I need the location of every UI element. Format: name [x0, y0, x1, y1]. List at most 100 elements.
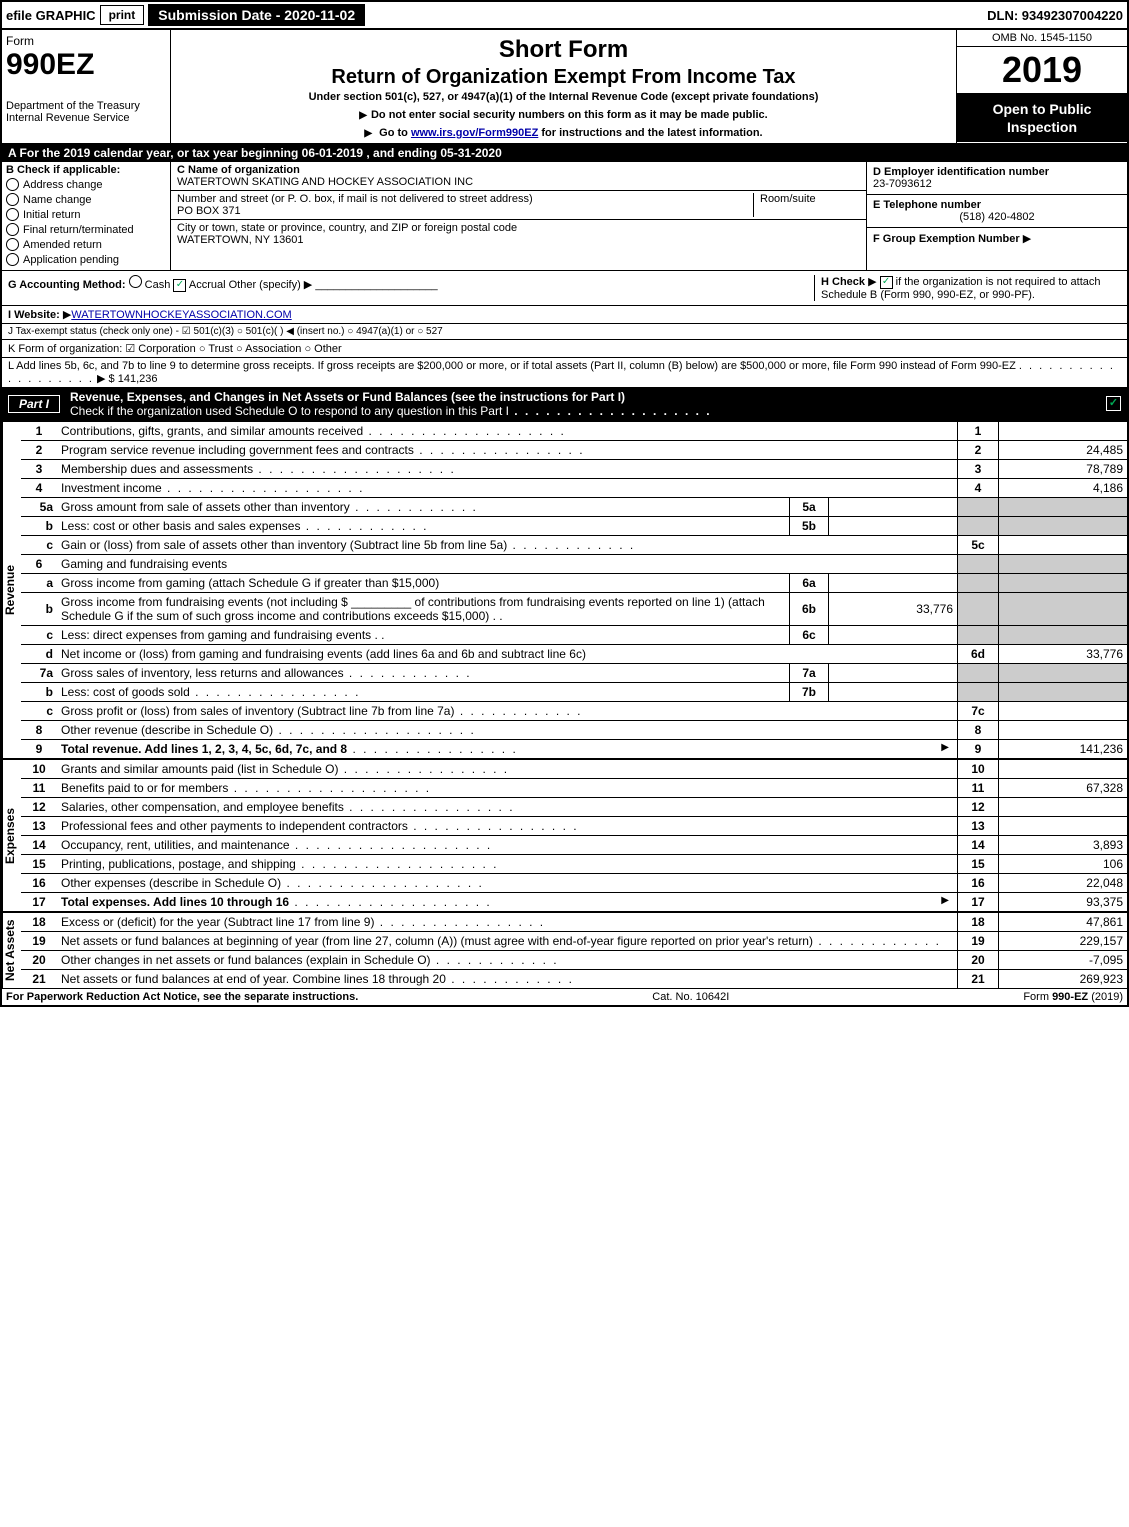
line-desc: Occupancy, rent, utilities, and maintena… — [61, 838, 290, 852]
line-12: 12Salaries, other compensation, and empl… — [21, 797, 1127, 816]
line-6d: dNet income or (loss) from gaming and fu… — [21, 644, 1127, 663]
revenue-section: Revenue 1 Contributions, gifts, grants, a… — [2, 420, 1127, 758]
line-9: 9Total revenue. Add lines 1, 2, 3, 4, 5c… — [21, 739, 1127, 758]
open-to-public: Open to Public Inspection — [957, 94, 1127, 142]
efile-label: efile GRAPHIC — [6, 8, 96, 23]
footer: For Paperwork Reduction Act Notice, see … — [2, 988, 1127, 1005]
line-desc: Net income or (loss) from gaming and fun… — [61, 647, 586, 661]
l-text: L Add lines 5b, 6c, and 7b to line 9 to … — [8, 360, 1016, 372]
checkbox-label: Application pending — [23, 254, 119, 266]
checkbox-application-pending[interactable]: Application pending — [6, 253, 166, 266]
row-j: J Tax-exempt status (check only one) - ☑… — [2, 324, 1127, 340]
name-label: C Name of organization — [177, 164, 300, 176]
col-c: C Name of organization WATERTOWN SKATING… — [171, 162, 866, 270]
line-16: 16Other expenses (describe in Schedule O… — [21, 873, 1127, 892]
tax-year: 2019 — [957, 47, 1127, 94]
schedule-o-checkbox[interactable] — [1106, 396, 1121, 411]
irs-link[interactable]: www.irs.gov/Form990EZ — [411, 127, 538, 139]
checkbox-name-change[interactable]: Name change — [6, 193, 166, 206]
line-18: 18Excess or (deficit) for the year (Subt… — [21, 913, 1127, 932]
circle-icon — [6, 253, 19, 266]
line-2: 2Program service revenue including gover… — [21, 440, 1127, 459]
accrual-checkbox[interactable] — [173, 279, 186, 292]
part-i-header: Part I Revenue, Expenses, and Changes in… — [2, 388, 1127, 420]
i-label: I Website: — [8, 309, 60, 321]
circle-icon — [6, 208, 19, 221]
line-7c: cGross profit or (loss) from sales of in… — [21, 701, 1127, 720]
footer-left: For Paperwork Reduction Act Notice, see … — [6, 991, 358, 1003]
line-6a: aGross income from gaming (attach Schedu… — [21, 573, 1127, 592]
line-desc: Gross sales of inventory, less returns a… — [61, 666, 344, 680]
line-3: 3Membership dues and assessments378,789 — [21, 459, 1127, 478]
group-exemption-label: F Group Exemption Number — [873, 233, 1020, 245]
circle-icon — [6, 238, 19, 251]
g-label: G Accounting Method: — [8, 279, 126, 291]
checkbox-label: Amended return — [23, 239, 102, 251]
footer-mid: Cat. No. 10642I — [652, 991, 729, 1003]
checkbox-final-return[interactable]: Final return/terminated — [6, 223, 166, 236]
col-b: B Check if applicable: Address change Na… — [2, 162, 171, 270]
line-desc: Gain or (loss) from sale of assets other… — [61, 538, 507, 552]
entity-section: B Check if applicable: Address change Na… — [2, 162, 1127, 271]
note-no-ssn: Do not enter social security numbers on … — [179, 109, 948, 121]
checkbox-amended-return[interactable]: Amended return — [6, 238, 166, 251]
line-4: 4Investment income44,186 — [21, 478, 1127, 497]
line-15: 15Printing, publications, postage, and s… — [21, 854, 1127, 873]
header-right: OMB No. 1545-1150 2019 Open to Public In… — [956, 30, 1127, 143]
revenue-table: 1 Contributions, gifts, grants, and simil… — [21, 422, 1127, 758]
print-button[interactable]: print — [100, 5, 145, 25]
row-g-h: G Accounting Method: Cash Accrual Other … — [2, 271, 1127, 306]
room-suite: Room/suite — [753, 193, 860, 217]
line-desc: Other revenue (describe in Schedule O) — [61, 723, 273, 737]
circle-icon[interactable] — [129, 275, 142, 288]
irs-label: Internal Revenue Service — [6, 112, 166, 124]
line-desc: Membership dues and assessments — [61, 462, 253, 476]
line-desc: Excess or (deficit) for the year (Subtra… — [61, 915, 374, 929]
accrual-label: Accrual — [189, 279, 226, 291]
org-name-row: C Name of organization WATERTOWN SKATING… — [171, 162, 866, 191]
col-b-heading: B Check if applicable: — [6, 164, 166, 176]
line-desc: Printing, publications, postage, and shi… — [61, 857, 296, 871]
line-desc: Benefits paid to or for members — [61, 781, 228, 795]
form-wrapper: Form 990EZ Department of the Treasury In… — [0, 30, 1129, 1007]
note-goto: Go to www.irs.gov/Form990EZ for instruct… — [179, 127, 948, 139]
line-desc: Net assets or fund balances at end of ye… — [61, 972, 446, 986]
row-k: K Form of organization: ☑ Corporation ○ … — [2, 340, 1127, 358]
website-link[interactable]: WATERTOWNHOCKEYASSOCIATION.COM — [71, 309, 291, 321]
phone-label: E Telephone number — [873, 199, 981, 211]
checkbox-address-change[interactable]: Address change — [6, 178, 166, 191]
cash-label: Cash — [145, 279, 171, 291]
city-row: City or town, state or province, country… — [171, 220, 866, 248]
circle-icon — [6, 178, 19, 191]
row-g: G Accounting Method: Cash Accrual Other … — [8, 275, 820, 301]
line-num: 1 — [958, 422, 999, 441]
part-i-title: Revenue, Expenses, and Changes in Net As… — [70, 390, 625, 404]
line-desc: Investment income — [61, 481, 162, 495]
expenses-side-label: Expenses — [2, 760, 21, 911]
line-7b: bLess: cost of goods sold7b — [21, 682, 1127, 701]
expenses-section: Expenses 10Grants and similar amounts pa… — [2, 758, 1127, 911]
part-i-label: Part I — [8, 395, 60, 413]
l-amount: $ 141,236 — [109, 373, 158, 385]
line-desc: Professional fees and other payments to … — [61, 819, 408, 833]
circle-icon — [6, 193, 19, 206]
line-11: 11Benefits paid to or for members1167,32… — [21, 778, 1127, 797]
revenue-side-label: Revenue — [2, 422, 21, 758]
city-value: WATERTOWN, NY 13601 — [177, 234, 304, 246]
omb-number: OMB No. 1545-1150 — [957, 30, 1127, 47]
netassets-table: 18Excess or (deficit) for the year (Subt… — [21, 913, 1127, 988]
line-10: 10Grants and similar amounts paid (list … — [21, 760, 1127, 779]
circle-icon — [6, 223, 19, 236]
short-form-title: Short Form — [179, 36, 948, 64]
expenses-table: 10Grants and similar amounts paid (list … — [21, 760, 1127, 911]
checkbox-initial-return[interactable]: Initial return — [6, 208, 166, 221]
net-assets-section: Net Assets 18Excess or (deficit) for the… — [2, 911, 1127, 988]
line-desc: Contributions, gifts, grants, and simila… — [61, 424, 363, 438]
phone-row: E Telephone number (518) 420-4802 — [867, 195, 1127, 228]
schedule-b-checkbox[interactable] — [880, 276, 893, 289]
line-desc: Salaries, other compensation, and employ… — [61, 800, 344, 814]
row-h: H Check ▶ if the organization is not req… — [814, 275, 1121, 301]
submission-date: Submission Date - 2020-11-02 — [148, 4, 365, 26]
line-amt — [999, 422, 1128, 441]
dln-label: DLN: 93492307004220 — [987, 8, 1123, 23]
